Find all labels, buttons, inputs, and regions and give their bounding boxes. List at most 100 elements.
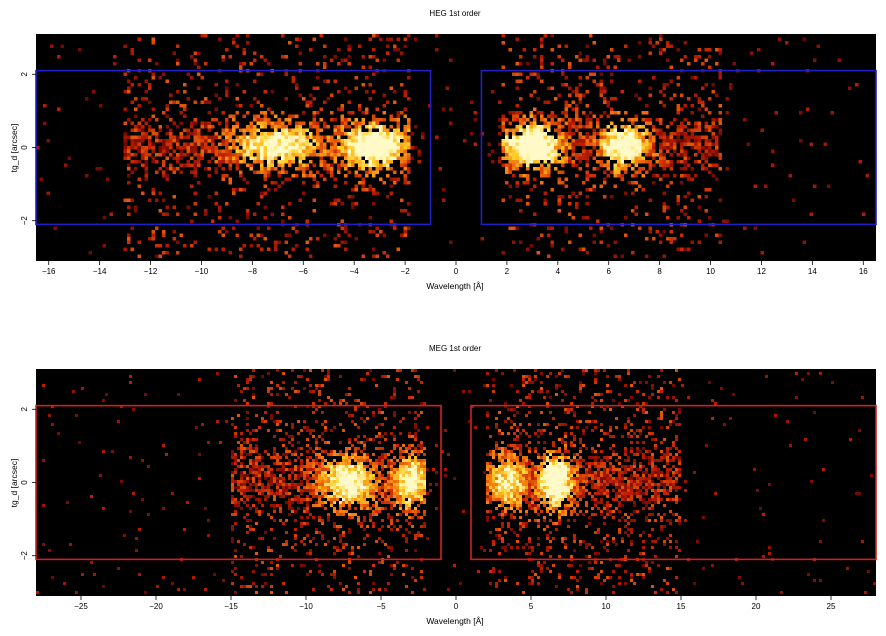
heatmap-cell — [324, 402, 327, 405]
heatmap-cell — [249, 462, 252, 465]
heatmap-cell — [669, 230, 673, 234]
heatmap-cell — [666, 483, 669, 486]
heatmap-cell — [585, 142, 589, 146]
heatmap-cell — [618, 486, 621, 489]
heatmap-cell — [379, 153, 383, 157]
heatmap-cell — [303, 387, 306, 390]
heatmap-cell — [281, 167, 285, 171]
heatmap-cell — [603, 132, 607, 136]
heatmap-cell — [393, 118, 397, 122]
heatmap-cell — [694, 128, 698, 132]
heatmap-cell — [333, 474, 336, 477]
heatmap-cell — [318, 483, 321, 486]
heatmap-cell — [592, 58, 596, 62]
heatmap-cell — [330, 202, 334, 206]
heatmap-cell — [403, 107, 407, 111]
heatmap-cell — [204, 212, 208, 216]
heatmap-cell — [492, 495, 495, 498]
heatmap-cell — [609, 435, 612, 438]
heatmap-cell — [536, 76, 540, 80]
heatmap-cell — [261, 420, 264, 423]
heatmap-cell — [414, 125, 418, 129]
heatmap-cell — [549, 432, 552, 435]
heatmap-cell — [508, 142, 512, 146]
heatmap-cell — [414, 411, 417, 414]
heatmap-cell — [277, 118, 281, 122]
heatmap-cell — [378, 411, 381, 414]
heatmap-cell — [592, 233, 596, 237]
heatmap-cell — [333, 495, 336, 498]
heatmap-cell — [634, 114, 638, 118]
heatmap-cell — [617, 149, 621, 153]
heatmap-cell — [399, 447, 402, 450]
heatmap-cell — [659, 37, 663, 41]
heatmap-cell — [399, 465, 402, 468]
heatmap-cell — [162, 72, 166, 76]
heatmap-cell — [631, 146, 635, 150]
heatmap-cell — [652, 174, 656, 178]
heatmap-cell — [393, 396, 396, 399]
heatmap-cell — [386, 132, 390, 136]
heatmap-cell — [526, 132, 530, 136]
heatmap-cell — [207, 100, 211, 104]
heatmap-cell — [277, 153, 281, 157]
heatmap-cell — [558, 438, 561, 441]
heatmap-cell — [579, 450, 582, 453]
heatmap-cell — [547, 114, 551, 118]
heatmap-cell — [324, 441, 327, 444]
heatmap-cell — [408, 411, 411, 414]
heatmap-cell — [630, 474, 633, 477]
heatmap-cell — [690, 198, 694, 202]
heatmap-cell — [305, 240, 309, 244]
heatmap-cell — [400, 149, 404, 153]
heatmap-cell — [246, 209, 250, 213]
heatmap-cell — [85, 174, 89, 178]
heatmap-cell — [708, 381, 711, 384]
heatmap-cell — [382, 139, 386, 143]
heatmap-cell — [177, 393, 180, 396]
heatmap-cell — [701, 163, 705, 167]
heatmap-cell — [372, 149, 376, 153]
heatmap-cell — [378, 474, 381, 477]
heatmap-cell — [627, 142, 631, 146]
heatmap-cell — [575, 55, 579, 59]
heatmap-cell — [638, 79, 642, 83]
heatmap-cell — [543, 125, 547, 129]
heatmap-cell — [515, 72, 519, 76]
heatmap-cell — [351, 444, 354, 447]
heatmap-cell — [264, 420, 267, 423]
heatmap-cell — [687, 177, 691, 181]
heatmap-cell — [249, 378, 252, 381]
heatmap-cell — [414, 456, 417, 459]
heatmap-cell — [576, 426, 579, 429]
heatmap-cell — [663, 453, 666, 456]
heatmap-cell — [570, 444, 573, 447]
heatmap-cell — [561, 369, 564, 372]
heatmap-cell — [148, 139, 152, 143]
heatmap-cell — [519, 55, 523, 59]
heatmap-cell — [408, 462, 411, 465]
heatmap-cell — [547, 149, 551, 153]
heatmap-cell — [660, 489, 663, 492]
heatmap-cell — [274, 128, 278, 132]
heatmap-cell — [267, 107, 271, 111]
heatmap-cell — [571, 90, 575, 94]
heatmap-cell — [489, 453, 492, 456]
heatmap-cell — [252, 480, 255, 483]
heatmap-cell — [571, 100, 575, 104]
heatmap-cell — [718, 240, 722, 244]
heatmap-cell — [609, 465, 612, 468]
heatmap-cell — [321, 492, 324, 495]
heatmap-cell — [214, 167, 218, 171]
heatmap-cell — [680, 174, 684, 178]
heatmap-cell — [127, 174, 131, 178]
heatmap-cell — [617, 174, 621, 178]
heatmap-cell — [690, 128, 694, 132]
heatmap-cell — [638, 135, 642, 139]
heatmap-cell — [354, 474, 357, 477]
heatmap-cell — [239, 247, 243, 251]
heatmap-cell — [106, 177, 110, 181]
heatmap-cell — [606, 146, 610, 150]
heatmap-cell — [256, 100, 260, 104]
heatmap-cell — [351, 453, 354, 456]
